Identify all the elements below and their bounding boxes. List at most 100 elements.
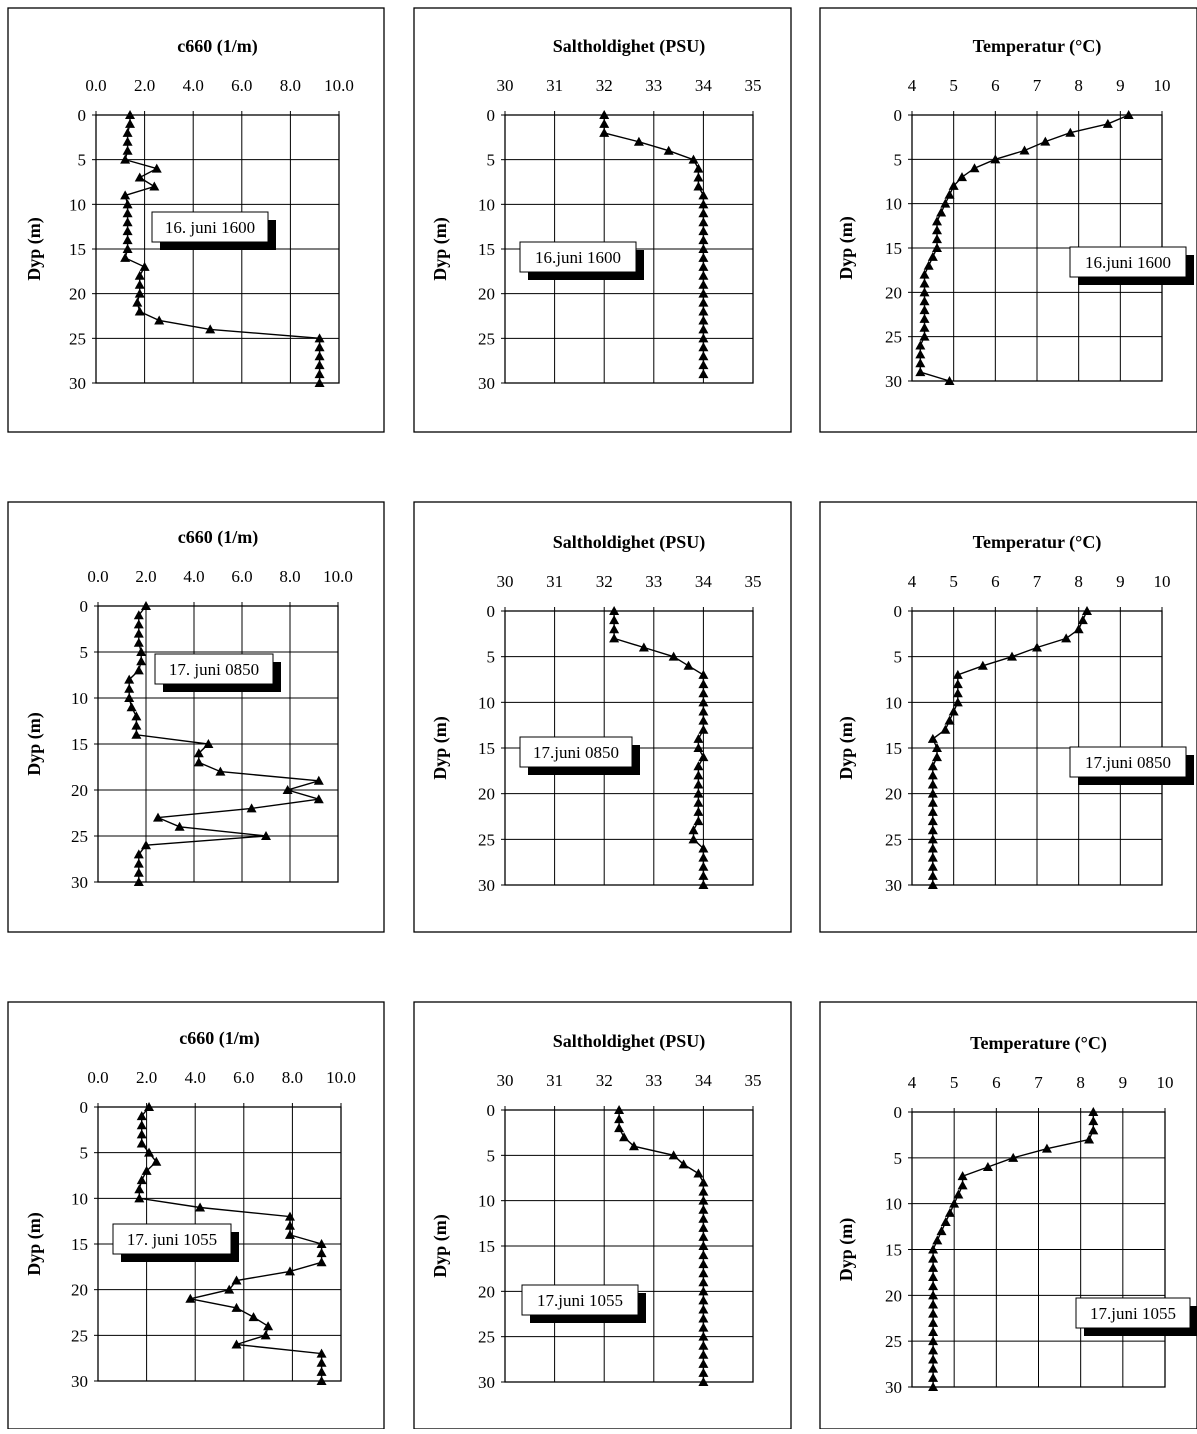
data-point bbox=[698, 226, 709, 236]
annotation-label: 17.juni 1055 bbox=[537, 1291, 623, 1310]
y-tick-label: 30 bbox=[478, 374, 495, 393]
data-point bbox=[1073, 624, 1084, 634]
data-point bbox=[248, 1312, 259, 1322]
y-tick-label: 15 bbox=[885, 1241, 902, 1260]
annotation-box bbox=[1075, 1297, 1191, 1329]
data-point bbox=[231, 1302, 242, 1312]
data-point bbox=[928, 1308, 939, 1318]
annotation-label: 17.juni 1055 bbox=[1090, 1304, 1176, 1323]
data-point bbox=[224, 1284, 235, 1294]
data-point bbox=[698, 870, 709, 880]
data-point bbox=[944, 189, 955, 199]
x-tick-label: 30 bbox=[497, 1071, 514, 1090]
data-point bbox=[698, 1241, 709, 1250]
data-point bbox=[928, 1299, 939, 1309]
y-tick-label: 0 bbox=[80, 1098, 89, 1117]
data-point bbox=[927, 870, 938, 880]
y-tick-label: 10 bbox=[71, 1189, 88, 1208]
data-point bbox=[693, 779, 704, 789]
y-tick-label: 20 bbox=[478, 1282, 495, 1301]
data-point bbox=[927, 834, 938, 844]
data-point bbox=[122, 244, 133, 253]
data-point bbox=[193, 757, 204, 767]
data-point bbox=[928, 1317, 939, 1327]
x-tick-label: 33 bbox=[645, 1071, 662, 1090]
data-point bbox=[120, 154, 131, 164]
y-axis-label: Dyp (m) bbox=[24, 1212, 45, 1276]
x-tick-label: 8 bbox=[1074, 76, 1083, 95]
data-point bbox=[133, 849, 144, 859]
y-tick-label: 5 bbox=[487, 151, 496, 170]
data-point bbox=[316, 1239, 327, 1248]
x-tick-label: 30 bbox=[497, 76, 514, 95]
data-point bbox=[144, 1102, 155, 1111]
y-tick-label: 10 bbox=[71, 689, 88, 708]
data-point bbox=[932, 243, 942, 252]
data-point bbox=[134, 172, 145, 182]
chart-panel: 30 31 32 33 34 35 0 5 10 15 20 25 30 Saltholdighet (P… bbox=[413, 1001, 792, 1430]
data-point bbox=[316, 1357, 327, 1367]
data-point bbox=[609, 624, 620, 634]
data-point bbox=[133, 665, 144, 675]
data-point bbox=[313, 775, 324, 785]
data-point bbox=[977, 660, 988, 670]
chart-panel: 0.0 2.0 4.0 6.0 8.0 10.0 0 5 10 15 20 25 30 c660 (1/m… bbox=[7, 1001, 385, 1430]
data-point bbox=[698, 697, 709, 707]
data-point bbox=[932, 1235, 943, 1245]
y-tick-label: 10 bbox=[885, 195, 902, 214]
data-point bbox=[134, 288, 145, 298]
y-tick-label: 25 bbox=[71, 1326, 88, 1345]
data-point bbox=[122, 127, 133, 137]
data-point bbox=[314, 378, 325, 387]
y-tick-label: 0 bbox=[487, 1101, 496, 1120]
x-tick-label: 9 bbox=[1119, 1073, 1128, 1092]
data-point bbox=[149, 181, 160, 191]
data-point bbox=[693, 761, 704, 771]
data-point bbox=[668, 651, 679, 661]
data-point bbox=[927, 733, 938, 743]
data-point bbox=[693, 816, 704, 826]
data-point bbox=[927, 251, 938, 261]
data-point bbox=[316, 1376, 327, 1385]
x-tick-label: 33 bbox=[645, 76, 662, 95]
data-point bbox=[927, 806, 938, 816]
y-tick-label: 0 bbox=[80, 597, 89, 616]
data-point bbox=[693, 181, 704, 191]
data-point bbox=[698, 1213, 709, 1223]
data-point bbox=[609, 606, 620, 615]
data-point bbox=[231, 1275, 242, 1285]
data-point bbox=[139, 261, 150, 271]
data-point bbox=[141, 1165, 152, 1175]
data-point bbox=[678, 1159, 689, 1169]
x-tick-label: 33 bbox=[645, 572, 662, 591]
data-point bbox=[284, 1211, 295, 1221]
data-point bbox=[136, 1129, 147, 1139]
annotation-label: 16.juni 1600 bbox=[535, 248, 621, 267]
data-point bbox=[693, 788, 704, 798]
data-point bbox=[698, 315, 709, 325]
data-point bbox=[698, 688, 709, 698]
chart-title: c660 (1/m) bbox=[178, 527, 258, 548]
data-point bbox=[957, 1171, 968, 1181]
data-point bbox=[614, 1105, 625, 1114]
chart-title: Saltholdighet (PSU) bbox=[553, 1031, 706, 1052]
y-tick-label: 30 bbox=[885, 1378, 902, 1397]
data-point bbox=[928, 1253, 939, 1263]
data-point bbox=[936, 207, 947, 217]
data-point bbox=[698, 1295, 709, 1305]
chart-panel: 4 5 6 7 8 9 10 0 5 10 15 20 25 30 Temperatur (°C) Dyp (… bbox=[819, 501, 1197, 933]
data-point bbox=[133, 877, 144, 886]
data-point bbox=[698, 244, 709, 253]
x-tick-label: 10.0 bbox=[324, 76, 354, 95]
data-point bbox=[284, 1266, 295, 1276]
data-point bbox=[928, 1290, 939, 1300]
data-point bbox=[928, 1372, 939, 1382]
data-point bbox=[915, 349, 926, 359]
x-tick-label: 31 bbox=[546, 76, 563, 95]
data-point bbox=[932, 234, 942, 244]
y-tick-label: 20 bbox=[478, 785, 495, 804]
data-point bbox=[124, 683, 135, 693]
y-tick-label: 30 bbox=[69, 374, 86, 393]
x-tick-label: 8.0 bbox=[279, 567, 300, 586]
data-point bbox=[124, 674, 135, 684]
